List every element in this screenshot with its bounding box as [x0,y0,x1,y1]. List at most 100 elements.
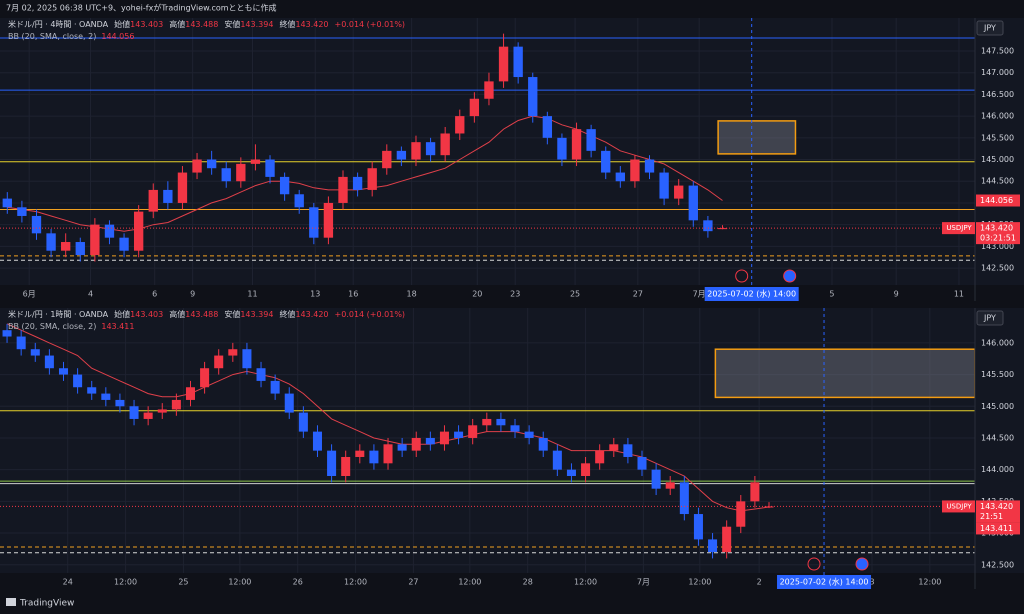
candle-body [185,387,195,400]
crosshair-label: 2025-07-02 (水) 14:00 [780,577,869,587]
candle-body [679,482,689,515]
x-tick-label: 4 [88,290,93,299]
candle-body [411,142,421,160]
candle-body [764,506,774,508]
ticker-tag-bg [942,222,975,235]
candle-body [327,450,337,477]
y-tick-label: 145.000 [981,402,1014,411]
candle-body [171,399,181,410]
ohlc-name: 終値 [279,309,295,319]
ohlc-name: 始値 [114,309,130,319]
legend-line: 米ドル/円 · 1時間 · OANDA 始値143.403 高値143.488 安値1… [8,309,405,319]
x-tick-label: 24 [63,578,73,587]
ohlc-value: 143.403 [130,20,163,29]
candle-body [309,207,319,238]
candle-body [369,450,379,464]
candle-body [469,98,480,117]
x-tick-label: 6月 [23,290,36,299]
indicator: BB (20, SMA, close, 2) [8,322,96,331]
candle-body [16,336,26,350]
candle-body [46,233,56,251]
y-tick-label: 147.000 [981,68,1014,77]
x-tick-label: 2 [757,578,762,587]
plot-area [0,308,975,573]
candle-body [341,456,351,477]
ohlc-name: 安値 [224,19,240,29]
candle-body [279,176,290,195]
x-tick-label: 12:00 [458,578,481,587]
x-tick-label: 5 [829,290,834,299]
candle-body [571,129,582,160]
candle-body [338,176,348,203]
candle-body [157,409,167,413]
ohlc-value: 143.488 [185,310,218,319]
flag-icon[interactable] [783,269,797,283]
y-tick-label: 146.000 [981,112,1014,121]
price-tag-bg [976,500,1020,523]
ohlc-value: 143.420 [295,310,328,319]
candle-body [665,482,675,489]
candle-body [510,425,520,432]
candle-body [651,469,661,489]
candle-body [163,189,173,203]
currency: JPY [983,314,996,323]
bb-tag-bg [976,522,1020,535]
candle-body [498,46,509,82]
y-tick-label: 144.500 [981,433,1014,442]
ticker-tag: USDJPY [946,224,972,232]
x-tick-label: 11 [247,290,257,299]
y-tick-label: 146.500 [981,90,1014,99]
x-tick-label: 13 [310,290,320,299]
x-tick-label: 12:00 [574,578,597,587]
range-box [717,120,797,155]
candle-body [73,374,83,388]
candle-body [221,168,231,182]
indicator-value: 144.056 [101,32,134,41]
x-tick-label: 3 [869,578,874,587]
symbol: 米ドル/円 · 4時間 · OANDA [8,19,109,29]
candle-body [482,418,492,426]
candle-body [693,514,703,540]
x-tick-label: 16 [348,290,358,299]
ticker-tag-bg [942,500,975,513]
currency-badge[interactable] [976,310,1004,326]
candle-body [411,437,421,451]
candle-body [236,163,246,182]
candle-body [206,159,217,169]
crosshair-label-bg [704,287,799,301]
ohlc-name: 安値 [224,309,240,319]
candle-body [323,202,334,238]
flag-icon[interactable] [855,557,869,571]
candle-body [454,431,464,438]
x-tick-label: 26 [293,578,303,587]
x-tick-label: 27 [633,290,643,299]
bb-tag: 143.411 [980,524,1013,533]
candle-body [644,159,655,173]
candle-body [256,368,266,381]
caption: 7月 02, 2025 06:38 UTC+9、yohei-fxがTrading… [6,3,277,13]
price-tag: 143.420 [980,224,1013,233]
countdown: 03:21:51 [980,234,1016,243]
candle-body [396,150,407,160]
x-tick-label: 9 [190,290,195,299]
currency-badge[interactable] [976,20,1004,36]
candle-body [468,425,478,438]
x-tick-label: 12:00 [344,578,367,587]
candle-body [30,349,40,356]
candle-body [595,450,605,464]
candle-body [115,399,125,407]
candle-body [703,220,713,232]
candle-body [270,380,280,394]
candle-body [294,194,304,208]
price-tag: 143.420 [980,502,1013,511]
event-icon[interactable] [807,557,821,571]
candle-body [101,393,111,400]
crosshair-label: 2025-07-02 (水) 14:00 [707,289,796,299]
event-icon[interactable] [735,269,749,283]
indicator: BB (20, SMA, close, 2) [8,32,96,41]
y-tick-label: 144.000 [981,465,1014,474]
candle-body [200,368,210,388]
candle-body [312,431,322,451]
chart-panel: 6月 4 6 9 11 13 16 18 20 23 25 27 7月 5 9 11 2025-07-02 (水… [0,18,1024,301]
